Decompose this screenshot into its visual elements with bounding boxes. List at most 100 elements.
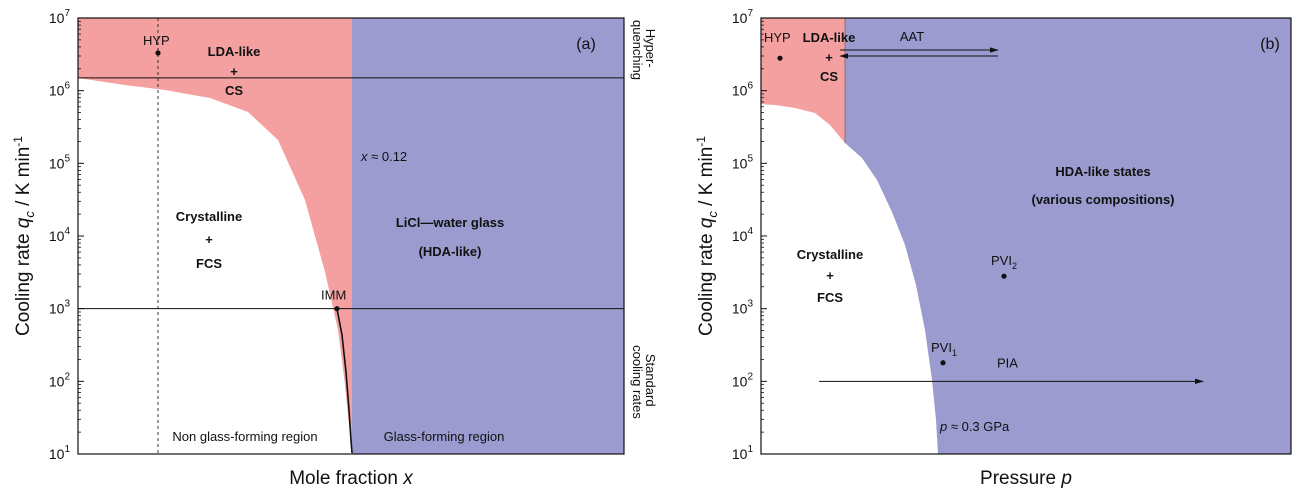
crystalline-fcs-label: Crystalline + FCS: [176, 209, 242, 271]
glass-forming-label: Glass-forming region: [384, 429, 505, 444]
y-tick-label: 105: [732, 153, 754, 171]
tick-exponent: 3: [747, 299, 753, 310]
tick-exponent: 4: [747, 226, 753, 237]
pvi2-label: PVI2: [991, 253, 1017, 271]
x-label-main: Pressure: [980, 468, 1061, 489]
tick-base: 10: [732, 10, 748, 26]
y-tick-label: 106: [49, 81, 71, 99]
pia-label: PIA: [997, 355, 1018, 370]
imm-point: [334, 306, 340, 312]
hyp-label: HYP: [764, 30, 791, 45]
hda-states-label: HDA-like states (various compositions): [1031, 164, 1174, 207]
aat-label: AAT: [900, 29, 924, 44]
pvi2-sub: 2: [1012, 261, 1017, 271]
lda-cs-region: [78, 18, 352, 453]
pvi1-label: PVI1: [931, 340, 957, 358]
y-tick-label: 101: [732, 444, 754, 462]
tick-exponent: 6: [64, 81, 70, 92]
region-label-line: LDA-like: [208, 44, 261, 59]
crystalline-fcs-label: Crystalline + FCS: [797, 247, 863, 305]
x-approx-var: x: [360, 149, 368, 164]
y-label-prefix: Cooling rate: [13, 228, 34, 336]
region-label-line: CS: [820, 69, 838, 84]
y-tick-label: 104: [49, 226, 71, 244]
side-label-line: cooling rates: [630, 345, 645, 419]
tick-base: 10: [49, 301, 65, 317]
region-label-line: +: [230, 64, 238, 79]
panel-a-x-axis-label: Mole fraction x: [289, 468, 414, 489]
tick-exponent: 7: [64, 8, 70, 19]
tick-exponent: 3: [64, 299, 70, 310]
pvi2-text: PVI: [991, 253, 1012, 268]
tick-exponent: 2: [64, 371, 70, 382]
tick-base: 10: [732, 228, 748, 244]
y-tick-label: 101: [49, 444, 71, 462]
side-label-line: Hyper-: [643, 29, 658, 68]
tick-base: 10: [732, 155, 748, 171]
region-label-line: HDA-like states: [1055, 164, 1150, 179]
tick-base: 10: [732, 83, 748, 99]
y-tick-label: 103: [49, 299, 71, 317]
tick-exponent: 2: [747, 371, 753, 382]
region-label-line: +: [825, 50, 833, 65]
y-label-suffix: / K min: [696, 147, 717, 211]
region-label-line: (HDA-like): [419, 244, 482, 259]
pvi1-point: [940, 360, 946, 366]
p-approx-value: ≈ 0.3 GPa: [947, 419, 1010, 434]
tick-base: 10: [49, 83, 65, 99]
tick-exponent: 1: [747, 444, 753, 455]
y-tick-label: 104: [732, 226, 754, 244]
region-label-line: (various compositions): [1031, 192, 1174, 207]
region-label-line: +: [826, 268, 834, 283]
y-label-prefix: Cooling rate: [696, 228, 717, 336]
pvi1-sub: 1: [952, 348, 957, 358]
x-label-main: Mole fraction: [289, 468, 403, 489]
y-label-sub: c: [705, 211, 720, 218]
region-label-line: LDA-like: [803, 30, 856, 45]
region-label-line: LiCl—water glass: [396, 215, 504, 230]
region-label-line: FCS: [196, 256, 222, 271]
y-label-suffix: / K min: [13, 147, 34, 211]
y-label-sub: c: [22, 211, 37, 218]
tick-base: 10: [49, 155, 65, 171]
tick-base: 10: [49, 228, 65, 244]
lda-cs-label: LDA-like + CS: [208, 44, 261, 98]
y-tick-label: 107: [49, 8, 71, 26]
licl-glass-label: LiCl—water glass (HDA-like): [396, 215, 504, 259]
y-tick-label: 107: [732, 8, 754, 26]
y-tick-label: 103: [732, 299, 754, 317]
tick-base: 10: [49, 10, 65, 26]
non-glass-forming-label: Non glass-forming region: [172, 429, 317, 444]
region-label-line: FCS: [817, 290, 843, 305]
y-label-var: q: [13, 217, 34, 228]
y-label-sup: -1: [694, 136, 708, 147]
panel-b-y-axis-label: Cooling rate qc / K min-1: [694, 136, 720, 336]
hyp-label: HYP: [143, 33, 170, 48]
p-approx-var: p: [939, 419, 947, 434]
hyp-point: [155, 50, 161, 56]
tick-base: 10: [732, 301, 748, 317]
lda-cs-region: [761, 18, 845, 143]
y-label-var: q: [696, 217, 717, 228]
side-label-line: Standard: [643, 354, 658, 407]
side-label-line: quenching: [630, 20, 645, 80]
y-tick-label: 106: [732, 81, 754, 99]
x-approx-value: ≈ 0.12: [368, 149, 408, 164]
imm-label: IMM: [321, 288, 346, 303]
tick-exponent: 7: [747, 8, 753, 19]
tick-exponent: 1: [64, 444, 70, 455]
lda-cs-label: LDA-like + CS: [803, 30, 856, 84]
p-approx-annotation: p ≈ 0.3 GPa: [939, 419, 1010, 434]
hyperquenching-side-label: Hyper- quenching: [630, 20, 658, 80]
pvi2-point: [1001, 273, 1007, 279]
tick-exponent: 5: [64, 153, 70, 164]
tick-exponent: 5: [747, 153, 753, 164]
y-tick-label: 102: [49, 371, 71, 389]
region-label-line: Crystalline: [797, 247, 863, 262]
tick-base: 10: [49, 373, 65, 389]
